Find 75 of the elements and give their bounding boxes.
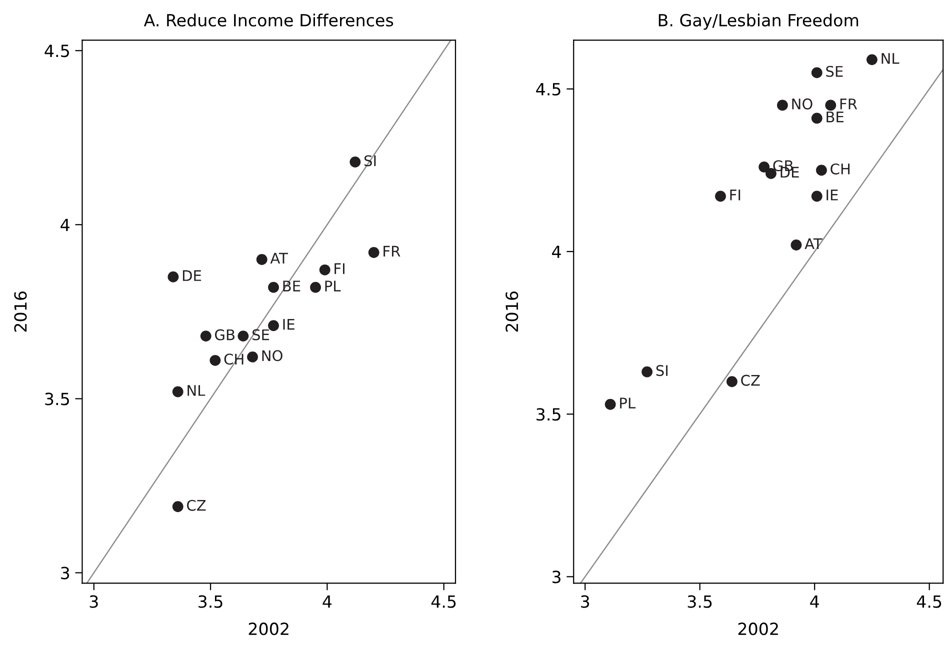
point xyxy=(811,190,822,202)
annotation: NO xyxy=(262,350,282,362)
annotation: CZ xyxy=(187,500,206,511)
y-tick-label: 3.5 xyxy=(536,408,560,421)
annotation: IE xyxy=(826,190,838,200)
annotation: PL xyxy=(620,398,636,408)
y-tick-label: 4.5 xyxy=(536,83,560,96)
annotation: SI xyxy=(656,365,668,376)
point xyxy=(811,112,822,124)
point xyxy=(200,330,212,342)
point xyxy=(247,351,258,362)
point xyxy=(642,366,653,378)
point xyxy=(726,376,738,388)
point xyxy=(172,501,184,512)
point xyxy=(811,67,822,78)
point xyxy=(168,271,179,282)
annotation: BE xyxy=(826,112,844,122)
point xyxy=(268,320,279,332)
y-tick-label: 3 xyxy=(552,570,560,584)
annotation: FR xyxy=(840,98,858,110)
x-tick-label: 4 xyxy=(322,596,332,608)
annotation: PL xyxy=(325,280,341,292)
annotation: CH xyxy=(224,354,244,365)
point xyxy=(238,330,249,342)
y-axis-title: 2016 xyxy=(14,292,27,332)
annotation: IE xyxy=(283,319,294,330)
annotation: BE xyxy=(283,280,300,292)
x-tick-label: 3 xyxy=(581,595,590,608)
x-axis-title: 2002 xyxy=(248,622,288,636)
point xyxy=(790,240,802,250)
x-tick-label: 3 xyxy=(90,595,98,608)
x-tick-label: 4.5 xyxy=(431,596,456,608)
y-tick-label: 3.5 xyxy=(45,392,69,406)
point xyxy=(866,54,878,66)
annotation: SE xyxy=(826,66,843,77)
annotation: FI xyxy=(334,263,344,274)
point xyxy=(210,354,221,366)
y-tick-label: 3 xyxy=(61,566,70,580)
point xyxy=(268,282,279,293)
y-axis-title: 2016 xyxy=(506,292,518,332)
y-tick-label: 4 xyxy=(552,246,561,258)
annotation: AT xyxy=(804,238,822,250)
x-tick-label: 4 xyxy=(810,596,819,608)
point xyxy=(172,386,184,398)
point xyxy=(310,282,321,293)
annotation: FI xyxy=(730,190,740,200)
point xyxy=(776,100,788,111)
annotation: NO xyxy=(792,98,812,110)
annotation: NL xyxy=(188,385,206,396)
annotation: SE xyxy=(252,329,270,340)
point xyxy=(319,264,330,276)
point xyxy=(604,398,616,410)
point xyxy=(350,156,361,168)
annotation: DE xyxy=(182,270,202,281)
x-axis-title: 2002 xyxy=(738,622,778,636)
x-tick-label: 4.5 xyxy=(916,596,942,608)
y-tick-label: 4.5 xyxy=(44,44,69,58)
chart-title: A. Reduce Income Differences xyxy=(144,14,394,27)
annotation: AT xyxy=(270,252,288,264)
point xyxy=(256,254,268,265)
point xyxy=(825,100,836,111)
y-tick-label: 4 xyxy=(60,218,70,231)
chart-title: B. Gay/Lesbian Freedom xyxy=(658,14,858,30)
x-tick-label: 3.5 xyxy=(198,595,222,608)
annotation: CH xyxy=(830,163,850,174)
point xyxy=(816,164,827,176)
annotation: CZ xyxy=(741,374,760,386)
x-tick-label: 3.5 xyxy=(688,595,712,608)
annotation: FR xyxy=(384,246,400,257)
annotation: SI xyxy=(364,155,376,166)
point xyxy=(758,162,770,172)
point xyxy=(368,247,380,258)
point xyxy=(715,190,726,202)
annotation: GB xyxy=(215,329,234,340)
annotation: NL xyxy=(882,53,900,64)
